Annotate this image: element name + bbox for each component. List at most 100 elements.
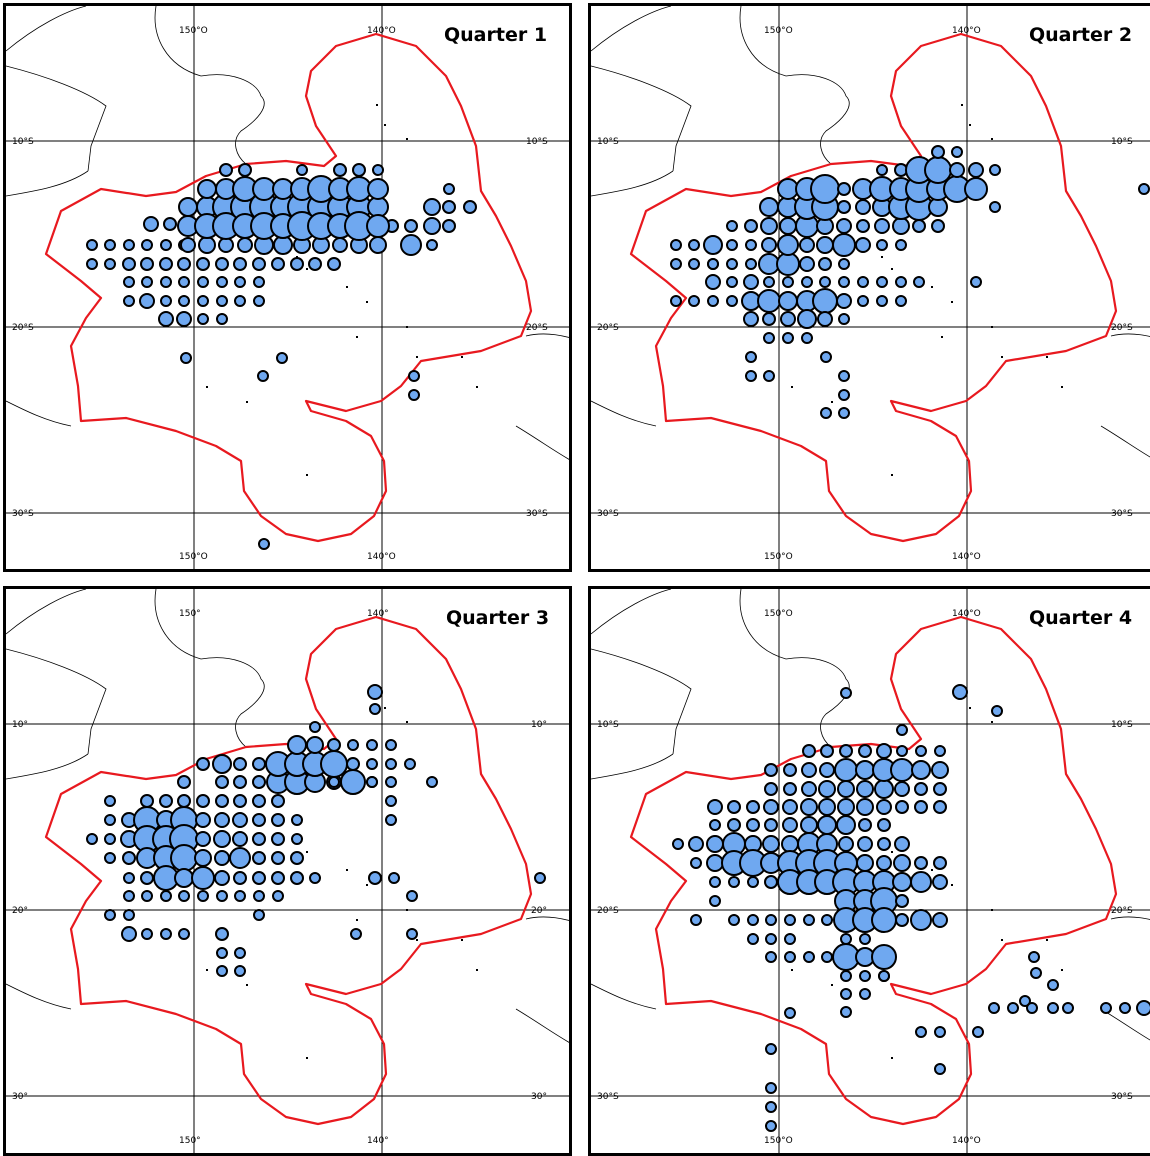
catch-bubble	[727, 800, 741, 814]
catch-bubble	[890, 758, 914, 782]
catch-bubble	[840, 1006, 852, 1018]
catch-bubble	[726, 295, 738, 307]
catch-bubble	[123, 295, 135, 307]
catch-bubble	[781, 835, 799, 853]
catch-bubble	[196, 794, 210, 808]
catch-bubble	[838, 370, 850, 382]
catch-bubble	[895, 276, 907, 288]
latitude-label-right: 20°S	[1111, 323, 1133, 333]
land-outline	[6, 648, 107, 755]
latitude-label-left: 30°	[12, 1092, 28, 1102]
longitude-label-bottom: 140°	[367, 1136, 389, 1146]
catch-bubble	[367, 684, 383, 700]
longitude-label-top: 150°O	[179, 26, 208, 36]
catch-bubble	[896, 724, 908, 736]
catch-bubble	[838, 276, 850, 288]
catch-bubble	[762, 835, 780, 853]
catch-bubble	[233, 257, 247, 271]
catch-bubble	[858, 818, 872, 832]
land-outline	[1110, 333, 1150, 337]
catch-bubble	[707, 295, 719, 307]
latitude-label-left: 10°	[12, 720, 28, 730]
catch-bubble	[367, 178, 389, 200]
catch-bubble	[195, 831, 211, 847]
catch-bubble	[991, 705, 1003, 717]
longitude-label-bottom: 150°O	[764, 1136, 793, 1146]
island-dot	[366, 301, 368, 303]
catch-bubble	[327, 738, 341, 752]
catch-bubble	[216, 295, 228, 307]
catch-bubble	[764, 763, 778, 777]
eez-boundary	[629, 615, 1118, 1126]
catch-bubble	[196, 257, 210, 271]
longitude-label-bottom: 150°O	[179, 552, 208, 562]
map-panel-quarter-2: 150°O 150°O 140°O 140°O 10°S 10°S 20°S 20°S 30°S…	[588, 3, 1150, 572]
catch-bubble	[931, 219, 945, 233]
catch-bubble	[988, 1002, 1000, 1014]
catch-bubble	[271, 851, 285, 865]
catch-bubble	[1019, 995, 1031, 1007]
island-dot	[206, 386, 208, 388]
catch-bubble	[216, 276, 228, 288]
island-dot	[961, 104, 963, 106]
catch-bubble	[801, 762, 817, 778]
catch-bubble	[141, 276, 153, 288]
catch-bubble	[728, 876, 740, 888]
land-outline	[739, 6, 787, 77]
catch-bubble	[233, 757, 247, 771]
catch-bubble	[443, 183, 455, 195]
catch-bubble	[216, 890, 228, 902]
eez-boundary	[44, 32, 533, 543]
catch-bubble	[838, 313, 850, 325]
catch-bubble	[214, 812, 230, 828]
catch-bubble	[840, 970, 852, 982]
catch-bubble	[840, 933, 852, 945]
catch-bubble	[910, 909, 932, 931]
catch-bubble	[1047, 1002, 1059, 1014]
catch-bubble	[670, 258, 682, 270]
island-dot	[384, 707, 386, 709]
catch-bubble	[876, 855, 892, 871]
catch-bubble	[743, 311, 759, 327]
catch-bubble	[291, 833, 303, 845]
catch-bubble	[158, 311, 174, 327]
catch-bubble	[234, 947, 246, 959]
catch-bubble	[385, 814, 397, 826]
catch-bubble	[178, 197, 198, 217]
catch-bubble	[821, 914, 833, 926]
catch-bubble	[762, 312, 776, 326]
catch-bubble	[159, 257, 173, 271]
catch-bubble	[234, 890, 246, 902]
catch-bubble	[232, 831, 248, 847]
catch-bubble	[442, 200, 456, 214]
catch-bubble	[838, 258, 850, 270]
catch-bubble	[799, 256, 815, 272]
catch-bubble	[141, 928, 153, 940]
island-dot	[1046, 356, 1048, 358]
catch-bubble	[776, 252, 800, 276]
catch-bubble	[745, 239, 757, 251]
catch-bubble	[760, 217, 778, 235]
catch-bubble	[858, 744, 872, 758]
catch-bubble	[276, 352, 288, 364]
island-dot	[1001, 356, 1003, 358]
catch-bubble	[141, 239, 153, 251]
catch-bubble	[104, 852, 116, 864]
catch-bubble	[238, 163, 252, 177]
catch-bubble	[934, 1063, 946, 1075]
catch-bubble	[400, 234, 422, 256]
land-outline	[525, 333, 569, 338]
land-outline	[785, 74, 850, 165]
map-canvas: 150°O 150°O 140°O 140°O 10°S 10°S 20°S 20°S 30°S…	[591, 6, 1150, 569]
catch-bubble	[163, 217, 177, 231]
catch-bubble	[327, 257, 341, 271]
catch-bubble	[272, 890, 284, 902]
catch-bubble	[856, 798, 874, 816]
land-outline	[591, 400, 657, 427]
land-outline	[591, 648, 692, 755]
catch-bubble	[1028, 951, 1040, 963]
catch-bubble	[1138, 183, 1150, 195]
land-outline	[6, 983, 72, 1010]
catch-bubble	[366, 776, 378, 788]
catch-bubble	[216, 313, 228, 325]
